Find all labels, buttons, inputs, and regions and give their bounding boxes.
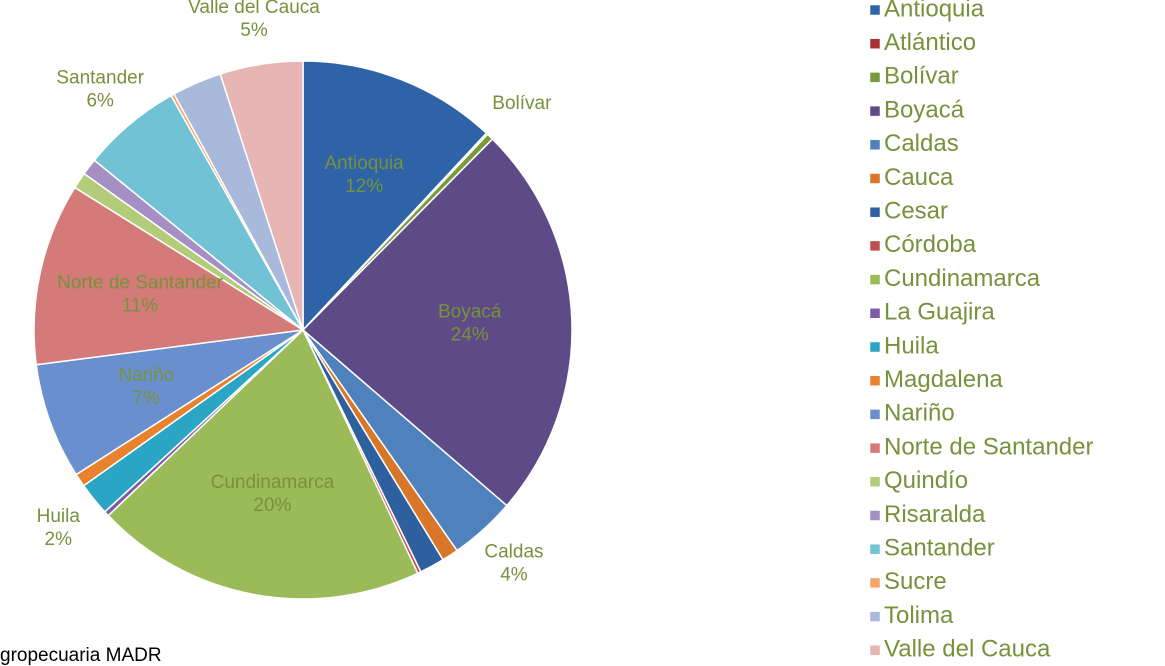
- data-label-value: 11%: [122, 296, 159, 317]
- data-label-name: Norte de Santander: [57, 273, 224, 294]
- data-label-value: 20%: [253, 495, 291, 516]
- data-label-name: Huila: [37, 506, 81, 527]
- data-label-value: 6%: [86, 90, 114, 111]
- legend-label: Cesar: [884, 198, 948, 225]
- legend-label: Atlántico: [884, 29, 976, 56]
- legend-label: Sucre: [884, 568, 947, 595]
- legend-label: Norte de Santander: [884, 433, 1093, 460]
- data-label-name: Antioquia: [324, 153, 404, 174]
- data-label-name: Caldas: [484, 542, 543, 563]
- data-label: Antioquia 12%: [324, 153, 404, 197]
- data-label-name: Boyacá: [438, 302, 502, 323]
- pie-slice: [33, 186, 306, 366]
- legend-label: Córdoba: [884, 231, 977, 258]
- data-label-name: Santander: [56, 67, 144, 88]
- pie-slice: [219, 60, 304, 331]
- legend-label: Santander: [884, 535, 995, 562]
- legend-swatch: [869, 173, 881, 184]
- data-label: Nariño 7%: [118, 365, 174, 409]
- legend-swatch: [869, 543, 881, 555]
- pie-slice: [302, 60, 488, 332]
- legend-label: Magdalena: [884, 366, 1003, 393]
- pie-slice: [107, 328, 419, 600]
- legend-swatch: [869, 577, 881, 589]
- legend-swatch: [869, 442, 881, 454]
- legend-swatch: [869, 645, 881, 656]
- data-label: Norte de Santander 11%: [57, 273, 224, 317]
- legend-swatch: [869, 206, 881, 218]
- data-label-name: Nariño: [118, 365, 174, 386]
- legend-label: Valle del Cauca: [884, 636, 1051, 663]
- data-label: Cundinamarca 20%: [211, 472, 335, 516]
- legend-swatch: [869, 139, 881, 151]
- data-label-value: 12%: [345, 176, 383, 197]
- legend-swatch: [869, 308, 881, 319]
- data-label-name: Bolívar: [492, 93, 552, 114]
- data-label: Boyacá 24%: [438, 302, 502, 346]
- legend-label: Tolima: [884, 602, 954, 629]
- legend-label: Bolívar: [884, 63, 959, 90]
- legend-swatch: [869, 611, 881, 622]
- legend-label: Cundinamarca: [884, 265, 1041, 292]
- legend-swatch: [869, 274, 881, 285]
- legend-swatch: [869, 240, 881, 252]
- source-note: gropecuaria MADR: [0, 645, 162, 666]
- legend-swatch: [869, 510, 881, 521]
- pie-slice: [35, 329, 304, 476]
- data-label: Valle del Cauca 5%: [188, 0, 320, 41]
- legend-swatch: [869, 4, 881, 16]
- legend-swatch: [869, 409, 881, 420]
- data-label-name: Valle del Cauca: [188, 0, 320, 18]
- legend-swatch: [869, 105, 881, 117]
- pie-slice: [301, 137, 573, 507]
- legend-label: Caldas: [884, 130, 959, 157]
- data-label: Caldas 4%: [484, 542, 543, 586]
- data-label: Santander 6%: [56, 67, 144, 111]
- legend-label: Huila: [884, 332, 939, 359]
- legend-label: Risaralda: [884, 501, 986, 528]
- data-label-value: 24%: [451, 325, 489, 346]
- legend-label: Nariño: [884, 400, 955, 427]
- legend-swatch: [869, 476, 881, 488]
- legend-swatch: [869, 341, 881, 353]
- data-label-value: 7%: [133, 388, 161, 409]
- legend-swatch: [869, 72, 881, 83]
- legend-label: Boyacá: [884, 96, 965, 123]
- data-label-name: Cundinamarca: [211, 472, 335, 493]
- legend-label: Cauca: [884, 164, 954, 191]
- legend-swatch: [869, 38, 881, 49]
- data-label: Bolívar: [492, 93, 552, 114]
- data-label: Huila 2%: [37, 506, 81, 550]
- data-label-value: 5%: [240, 20, 268, 41]
- data-label-value: 2%: [45, 529, 73, 550]
- legend-label: La Guajira: [884, 299, 995, 326]
- legend-label: Quindío: [884, 467, 968, 494]
- data-label-value: 4%: [500, 565, 528, 586]
- legend-label: Antioquia: [884, 0, 985, 22]
- legend-swatch: [869, 375, 881, 386]
